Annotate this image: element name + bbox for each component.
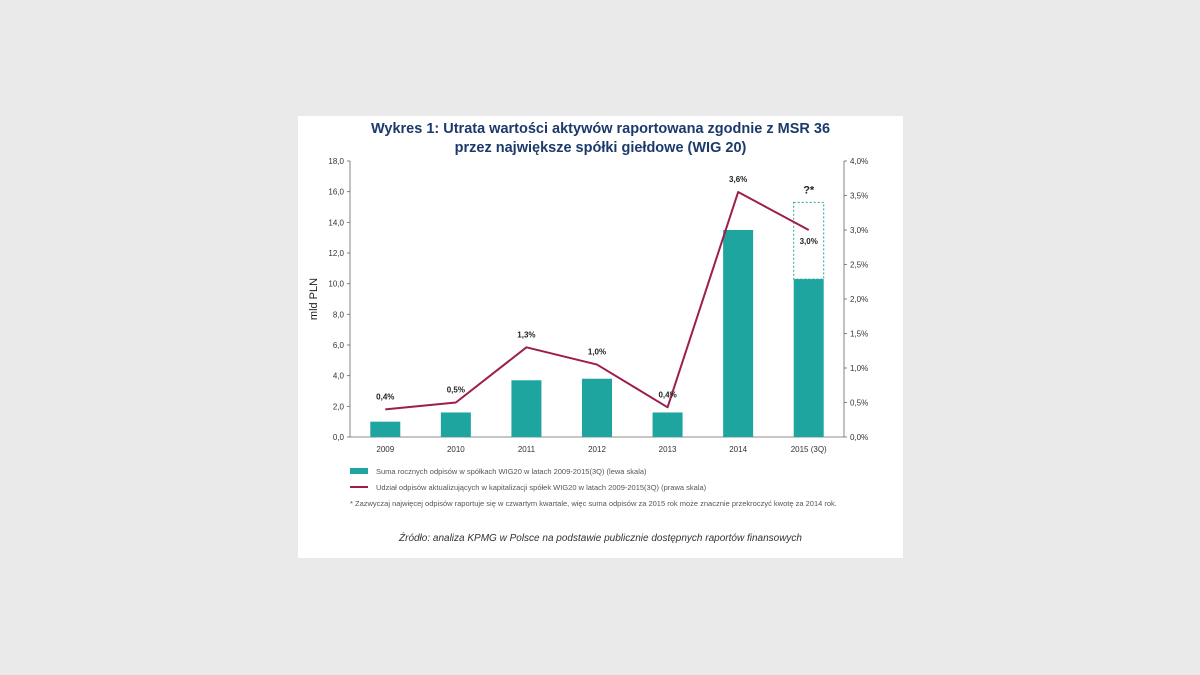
bar <box>582 378 612 437</box>
bar <box>440 412 471 437</box>
y-tick-label-right: 0,5% <box>850 399 868 408</box>
y-tick-label-left: 0,0 <box>333 433 345 442</box>
legend-label-bars: Suma rocznych odpisów w spółkach WIG20 w… <box>376 466 647 476</box>
line-data-label: 1,3% <box>517 330 535 339</box>
x-tick-label: 2015 (3Q) <box>791 445 827 454</box>
y-tick-label-left: 6,0 <box>333 341 345 350</box>
line-data-label: 0,4% <box>376 392 394 401</box>
y-tick-label-right: 1,5% <box>850 330 868 339</box>
x-tick-label: 2010 <box>447 445 465 454</box>
y-tick-label-right: 2,5% <box>850 261 868 270</box>
chart-card: Wykres 1: Utrata wartości aktywów raport… <box>298 116 903 558</box>
bar <box>370 421 401 437</box>
chart-legend: Suma rocznych odpisów w spółkach WIG20 w… <box>350 463 890 495</box>
projection-box <box>793 201 825 280</box>
series-line <box>385 191 810 411</box>
y-tick-label-right: 3,5% <box>850 192 868 201</box>
x-tick-label: 2011 <box>518 445 536 454</box>
legend-item-bars: Suma rocznych odpisów w spółkach WIG20 w… <box>350 463 890 479</box>
y-tick-label-left: 10,0 <box>328 280 344 289</box>
bar <box>793 279 824 437</box>
line-data-label: 1,0% <box>588 348 606 357</box>
y-tick-label-left: 18,0 <box>328 157 344 166</box>
chart-source: Źródło: analiza KPMG w Polsce na podstaw… <box>399 533 802 544</box>
y-tick-label-left: 2,0 <box>333 402 345 411</box>
chart-title-line1: Wykres 1: Utrata wartości aktywów raport… <box>370 121 831 137</box>
y-tick-label-right: 2,0% <box>850 295 868 304</box>
legend-swatch-line <box>350 486 368 488</box>
y-tick-label-right: 4,0% <box>850 157 868 166</box>
chart-plot: 0,0 2,0 4,0 6,0 8,0 10,0 12,0 14,0 16,0 18,0 0,0% 0… <box>308 157 868 454</box>
legend-item-line: Udział odpisów aktualizujących w kapital… <box>350 479 890 495</box>
bar <box>723 230 754 437</box>
y-tick-label-left: 4,0 <box>333 372 345 381</box>
line-data-label: 3,0% <box>800 237 818 246</box>
y-tick-label-left: 16,0 <box>328 188 344 197</box>
x-tick-label: 2014 <box>729 445 747 454</box>
line-data-label: 0,4% <box>658 390 676 399</box>
chart-footnote: * Zazwyczaj najwięcej odpisów raportuje … <box>350 499 837 508</box>
chart-title-line2: przez największe spółki giełdowe (WIG 20… <box>454 140 747 156</box>
x-tick-label: 2013 <box>659 445 677 454</box>
bar <box>652 412 683 437</box>
x-tick-label: 2012 <box>588 445 606 454</box>
y-tick-label-right: 0,0% <box>850 433 868 442</box>
chart-title: Wykres 1: Utrata wartości aktywów raport… <box>298 120 903 158</box>
legend-label-line: Udział odpisów aktualizujących w kapital… <box>376 482 707 492</box>
y-tick-label-left: 14,0 <box>328 218 344 227</box>
y-axis-title: mld PLN <box>308 278 320 320</box>
y-tick-label-right: 3,0% <box>850 226 868 235</box>
legend-swatch-bar <box>350 468 368 474</box>
line-data-label: 3,6% <box>729 175 747 184</box>
line-data-label: 0,5% <box>447 386 465 395</box>
x-tick-label: 2009 <box>376 445 394 454</box>
bar <box>511 380 542 437</box>
y-tick-label-left: 12,0 <box>328 249 344 258</box>
projection-label: ?* <box>803 184 815 196</box>
y-tick-label-left: 8,0 <box>333 310 345 319</box>
y-tick-label-right: 1,0% <box>850 364 868 373</box>
